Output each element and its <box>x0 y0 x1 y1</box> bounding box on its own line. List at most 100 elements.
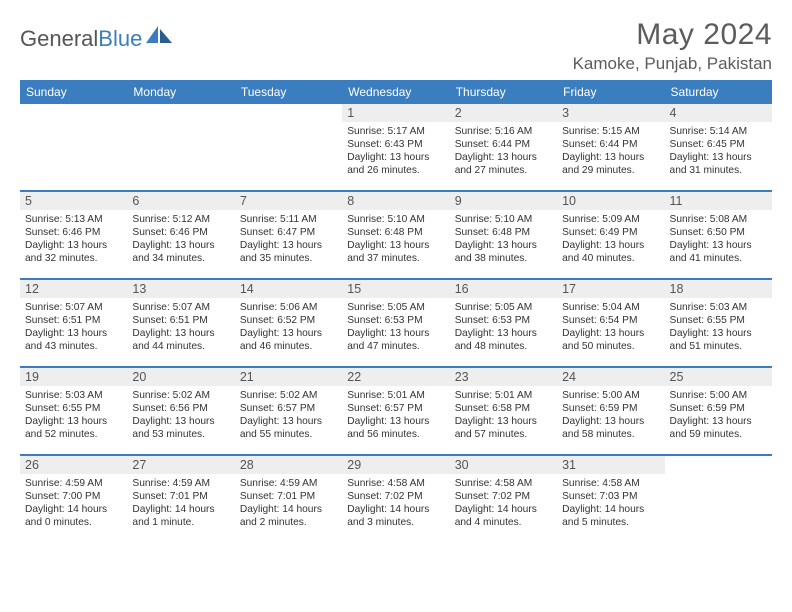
day-number: 25 <box>670 369 767 385</box>
brand-logo: GeneralBlue <box>20 26 174 52</box>
sunset-text: Sunset: 6:47 PM <box>240 226 337 239</box>
day-number-band: 8 <box>342 192 449 210</box>
sunset-text: Sunset: 6:52 PM <box>240 314 337 327</box>
daylight-text: Daylight: 13 hours and 55 minutes. <box>240 415 337 441</box>
calendar-page: GeneralBlue May 2024 Kamoke, Punjab, Pak… <box>0 0 792 542</box>
sunrise-text: Sunrise: 4:58 AM <box>562 477 659 490</box>
day-number: 10 <box>562 193 659 209</box>
day-number-band: 16 <box>450 280 557 298</box>
daylight-text: Daylight: 13 hours and 50 minutes. <box>562 327 659 353</box>
daylight-text: Daylight: 13 hours and 37 minutes. <box>347 239 444 265</box>
day-number: 31 <box>562 457 659 473</box>
day-number-band: 21 <box>235 368 342 386</box>
logo-text-blue: Blue <box>98 26 142 52</box>
day-number: 22 <box>347 369 444 385</box>
day-number: 29 <box>347 457 444 473</box>
sunset-text: Sunset: 6:51 PM <box>25 314 122 327</box>
sunrise-text: Sunrise: 5:02 AM <box>132 389 229 402</box>
sunrise-text: Sunrise: 5:07 AM <box>132 301 229 314</box>
sunset-text: Sunset: 6:59 PM <box>562 402 659 415</box>
day-number-band: 3 <box>557 104 664 122</box>
dow-cell: Sunday <box>20 80 127 104</box>
sunrise-text: Sunrise: 5:10 AM <box>455 213 552 226</box>
sunset-text: Sunset: 6:53 PM <box>455 314 552 327</box>
sunrise-text: Sunrise: 5:11 AM <box>240 213 337 226</box>
day-number: 14 <box>240 281 337 297</box>
day-number-band: 7 <box>235 192 342 210</box>
week-row: 1Sunrise: 5:17 AMSunset: 6:43 PMDaylight… <box>20 104 772 190</box>
sunset-text: Sunset: 6:59 PM <box>670 402 767 415</box>
sunrise-text: Sunrise: 4:59 AM <box>25 477 122 490</box>
day-cell: 12Sunrise: 5:07 AMSunset: 6:51 PMDayligh… <box>20 280 127 366</box>
sunset-text: Sunset: 6:45 PM <box>670 138 767 151</box>
day-number-band: 13 <box>127 280 234 298</box>
day-cell: 11Sunrise: 5:08 AMSunset: 6:50 PMDayligh… <box>665 192 772 278</box>
day-number: 6 <box>132 193 229 209</box>
day-cell: 28Sunrise: 4:59 AMSunset: 7:01 PMDayligh… <box>235 456 342 542</box>
daylight-text: Daylight: 14 hours and 5 minutes. <box>562 503 659 529</box>
day-number-band: 15 <box>342 280 449 298</box>
day-cell <box>20 104 127 190</box>
day-cell: 9Sunrise: 5:10 AMSunset: 6:48 PMDaylight… <box>450 192 557 278</box>
day-cell: 20Sunrise: 5:02 AMSunset: 6:56 PMDayligh… <box>127 368 234 454</box>
day-number: 8 <box>347 193 444 209</box>
day-cell: 2Sunrise: 5:16 AMSunset: 6:44 PMDaylight… <box>450 104 557 190</box>
dow-cell: Tuesday <box>235 80 342 104</box>
day-cell: 30Sunrise: 4:58 AMSunset: 7:02 PMDayligh… <box>450 456 557 542</box>
day-cell: 17Sunrise: 5:04 AMSunset: 6:54 PMDayligh… <box>557 280 664 366</box>
day-cell: 25Sunrise: 5:00 AMSunset: 6:59 PMDayligh… <box>665 368 772 454</box>
daylight-text: Daylight: 13 hours and 47 minutes. <box>347 327 444 353</box>
sunrise-text: Sunrise: 5:05 AM <box>455 301 552 314</box>
sunset-text: Sunset: 6:44 PM <box>455 138 552 151</box>
day-number-band: 5 <box>20 192 127 210</box>
sunset-text: Sunset: 6:55 PM <box>25 402 122 415</box>
day-number-band: 22 <box>342 368 449 386</box>
daylight-text: Daylight: 13 hours and 43 minutes. <box>25 327 122 353</box>
day-cell: 14Sunrise: 5:06 AMSunset: 6:52 PMDayligh… <box>235 280 342 366</box>
day-number-band: 17 <box>557 280 664 298</box>
day-cell <box>665 456 772 542</box>
day-number: 30 <box>455 457 552 473</box>
daylight-text: Daylight: 13 hours and 32 minutes. <box>25 239 122 265</box>
day-number-band: 2 <box>450 104 557 122</box>
daylight-text: Daylight: 14 hours and 4 minutes. <box>455 503 552 529</box>
day-number: 23 <box>455 369 552 385</box>
day-cell: 31Sunrise: 4:58 AMSunset: 7:03 PMDayligh… <box>557 456 664 542</box>
day-cell: 3Sunrise: 5:15 AMSunset: 6:44 PMDaylight… <box>557 104 664 190</box>
sunrise-text: Sunrise: 5:17 AM <box>347 125 444 138</box>
dow-cell: Saturday <box>665 80 772 104</box>
sunset-text: Sunset: 6:54 PM <box>562 314 659 327</box>
dow-cell: Wednesday <box>342 80 449 104</box>
day-cell: 4Sunrise: 5:14 AMSunset: 6:45 PMDaylight… <box>665 104 772 190</box>
day-number-band: 9 <box>450 192 557 210</box>
sunset-text: Sunset: 6:57 PM <box>240 402 337 415</box>
logo-text-gray: General <box>20 26 98 52</box>
sunrise-text: Sunrise: 5:09 AM <box>562 213 659 226</box>
location-label: Kamoke, Punjab, Pakistan <box>573 54 772 74</box>
daylight-text: Daylight: 13 hours and 46 minutes. <box>240 327 337 353</box>
sunset-text: Sunset: 7:01 PM <box>240 490 337 503</box>
sunset-text: Sunset: 6:46 PM <box>132 226 229 239</box>
sunrise-text: Sunrise: 5:13 AM <box>25 213 122 226</box>
sunrise-text: Sunrise: 4:59 AM <box>132 477 229 490</box>
daylight-text: Daylight: 13 hours and 26 minutes. <box>347 151 444 177</box>
sunrise-text: Sunrise: 5:03 AM <box>25 389 122 402</box>
daylight-text: Daylight: 13 hours and 53 minutes. <box>132 415 229 441</box>
daylight-text: Daylight: 13 hours and 35 minutes. <box>240 239 337 265</box>
day-number-band: 6 <box>127 192 234 210</box>
day-number: 4 <box>670 105 767 121</box>
day-cell: 6Sunrise: 5:12 AMSunset: 6:46 PMDaylight… <box>127 192 234 278</box>
day-number-band: 11 <box>665 192 772 210</box>
sunset-text: Sunset: 6:56 PM <box>132 402 229 415</box>
daylight-text: Daylight: 13 hours and 44 minutes. <box>132 327 229 353</box>
dow-cell: Friday <box>557 80 664 104</box>
day-cell: 16Sunrise: 5:05 AMSunset: 6:53 PMDayligh… <box>450 280 557 366</box>
day-number-band: 30 <box>450 456 557 474</box>
sunset-text: Sunset: 6:50 PM <box>670 226 767 239</box>
day-number: 12 <box>25 281 122 297</box>
sunset-text: Sunset: 7:02 PM <box>455 490 552 503</box>
day-number: 27 <box>132 457 229 473</box>
sunrise-text: Sunrise: 5:14 AM <box>670 125 767 138</box>
day-number: 13 <box>132 281 229 297</box>
day-number-band: 10 <box>557 192 664 210</box>
